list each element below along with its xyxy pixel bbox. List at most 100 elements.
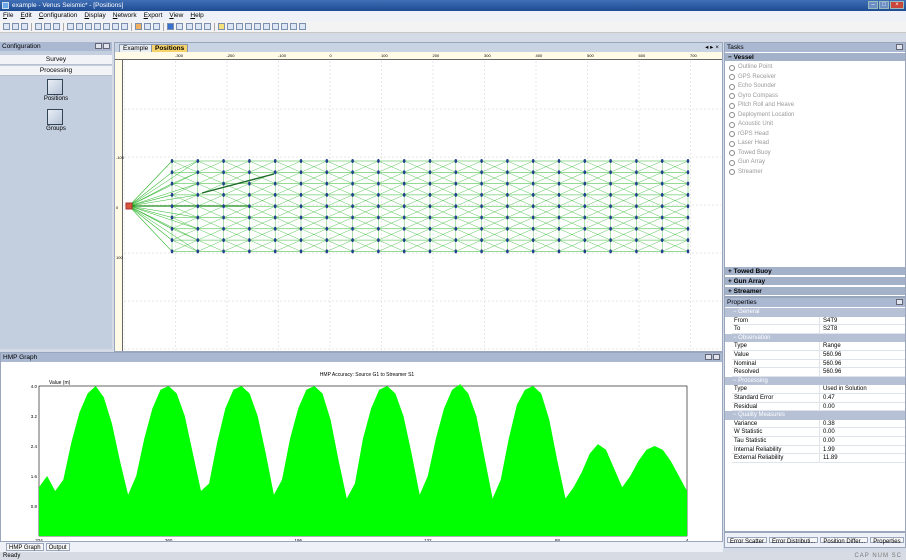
- close-button[interactable]: ×: [890, 1, 904, 9]
- property-group[interactable]: − Processing: [725, 376, 905, 386]
- calculator-icon[interactable]: [144, 23, 151, 30]
- table-icon[interactable]: [76, 23, 83, 30]
- print-icon[interactable]: [281, 23, 288, 30]
- save-icon[interactable]: [21, 23, 28, 30]
- property-row[interactable]: Resolved 560.96: [725, 368, 905, 377]
- tab-error-distribution[interactable]: Error Distributi...: [769, 537, 819, 545]
- property-group[interactable]: − General: [725, 308, 905, 317]
- property-row[interactable]: Nominal 560.96: [725, 359, 905, 369]
- layout-icon[interactable]: [85, 23, 92, 30]
- task-item[interactable]: Acoustic Unit: [729, 120, 773, 129]
- pause-icon[interactable]: [176, 23, 183, 30]
- tab-hmp-graph[interactable]: HMP Graph: [6, 543, 44, 551]
- property-row[interactable]: Type Range: [725, 342, 905, 351]
- configuration-panel: Configuration Survey Processing Position…: [0, 42, 112, 349]
- tab-error-scatter[interactable]: Error Scatter: [727, 537, 768, 545]
- property-group[interactable]: − Observation: [725, 333, 905, 343]
- property-value: 11.89: [820, 454, 905, 463]
- pin-icon[interactable]: [95, 43, 102, 49]
- property-row[interactable]: Internal Reliability 1.99: [725, 445, 905, 455]
- property-row[interactable]: External Reliability 11.89: [725, 454, 905, 463]
- property-row[interactable]: From S4T9: [725, 316, 905, 326]
- task-item[interactable]: Towed Buoy: [729, 149, 771, 158]
- cut-icon[interactable]: [35, 23, 42, 30]
- layout-icon[interactable]: [103, 23, 110, 30]
- property-row[interactable]: Value 560.96: [725, 351, 905, 360]
- print-icon[interactable]: [299, 23, 306, 30]
- move-icon[interactable]: [236, 23, 243, 30]
- property-row[interactable]: Type Used in Solution: [725, 385, 905, 394]
- menu-view[interactable]: View: [169, 12, 184, 19]
- task-item[interactable]: GPS Receiver: [729, 73, 776, 82]
- groups-icon[interactable]: [47, 109, 63, 125]
- report-icon[interactable]: [153, 23, 160, 30]
- positions-label[interactable]: Positions: [43, 96, 69, 102]
- task-item[interactable]: Gyro Compass: [729, 92, 778, 101]
- tab-positions[interactable]: Positions: [151, 44, 189, 52]
- property-row[interactable]: Standard Error 0.47: [725, 394, 905, 403]
- menu-edit[interactable]: Edit: [20, 12, 32, 19]
- config-item-survey[interactable]: Survey: [0, 55, 112, 65]
- new-icon[interactable]: [3, 23, 10, 30]
- tasks-section-towed-buoy[interactable]: + Towed Buoy: [725, 267, 905, 276]
- task-item[interactable]: Gun Array: [729, 158, 765, 167]
- property-row[interactable]: W Statistic 0.00: [725, 428, 905, 437]
- positions-icon[interactable]: [47, 79, 63, 95]
- task-item[interactable]: Outline Point: [729, 63, 772, 72]
- paste-icon[interactable]: [53, 23, 60, 30]
- select-icon[interactable]: [227, 23, 234, 30]
- network-plot[interactable]: [124, 61, 721, 350]
- task-item[interactable]: Streamer: [729, 168, 763, 177]
- grid-icon[interactable]: [272, 23, 279, 30]
- menu-configuration[interactable]: Configuration: [38, 12, 78, 19]
- property-row[interactable]: Variance 0.38: [725, 419, 905, 429]
- close-icon[interactable]: [103, 43, 110, 49]
- property-row[interactable]: To S2T8: [725, 325, 905, 334]
- document-tab-nav[interactable]: ◂ ▸ ×: [705, 44, 719, 51]
- menu-display[interactable]: Display: [84, 12, 106, 19]
- property-row[interactable]: Residual 0.00: [725, 402, 905, 412]
- layout-icon[interactable]: [94, 23, 101, 30]
- groups-label[interactable]: Groups: [46, 126, 66, 132]
- maximize-button[interactable]: □: [879, 1, 889, 9]
- task-item[interactable]: Echo Sounder: [729, 82, 776, 91]
- ruler-icon[interactable]: [263, 23, 270, 30]
- tab-position-differences[interactable]: Position Differ...: [820, 537, 869, 545]
- zoom-icon[interactable]: [245, 23, 252, 30]
- pin-icon[interactable]: [705, 354, 712, 360]
- pin-icon[interactable]: [896, 44, 903, 50]
- layout-icon[interactable]: [121, 23, 128, 30]
- menu-export[interactable]: Export: [143, 12, 163, 19]
- pin-icon[interactable]: [896, 299, 903, 305]
- tab-example[interactable]: Example: [119, 44, 153, 52]
- menu-help[interactable]: Help: [190, 12, 204, 19]
- menu-network[interactable]: Network: [112, 12, 137, 19]
- config-item-processing[interactable]: Processing: [0, 66, 112, 76]
- property-row[interactable]: Tau Statistic 0.00: [725, 437, 905, 446]
- tasks-section-vessel[interactable]: − Vessel: [725, 53, 905, 62]
- task-item[interactable]: rGPS Head: [729, 130, 769, 139]
- tab-output[interactable]: Output: [45, 543, 70, 551]
- print-icon[interactable]: [290, 23, 297, 30]
- open-icon[interactable]: [12, 23, 19, 30]
- task-item[interactable]: Deployment Location: [729, 111, 794, 120]
- minimize-button[interactable]: –: [868, 1, 878, 9]
- tasks-section-streamer[interactable]: + Streamer: [725, 287, 905, 296]
- property-group[interactable]: − Quality Measures: [725, 411, 905, 420]
- camera-icon[interactable]: [195, 23, 202, 30]
- task-item[interactable]: Pitch Roll and Heave: [729, 101, 794, 110]
- play-icon[interactable]: [167, 23, 174, 30]
- camera-icon[interactable]: [204, 23, 211, 30]
- palette-icon[interactable]: [135, 23, 142, 30]
- chart-icon[interactable]: [186, 23, 193, 30]
- copy-icon[interactable]: [44, 23, 51, 30]
- grid-icon[interactable]: [67, 23, 74, 30]
- layout-icon[interactable]: [112, 23, 119, 30]
- tasks-section-gun-array[interactable]: + Gun Array: [725, 277, 905, 286]
- close-icon[interactable]: [713, 354, 720, 360]
- tab-properties[interactable]: Properties: [870, 537, 904, 545]
- menu-file[interactable]: File: [3, 12, 14, 19]
- task-item[interactable]: Laser Head: [729, 139, 769, 148]
- help-icon[interactable]: [218, 23, 225, 30]
- text-icon[interactable]: [254, 23, 261, 30]
